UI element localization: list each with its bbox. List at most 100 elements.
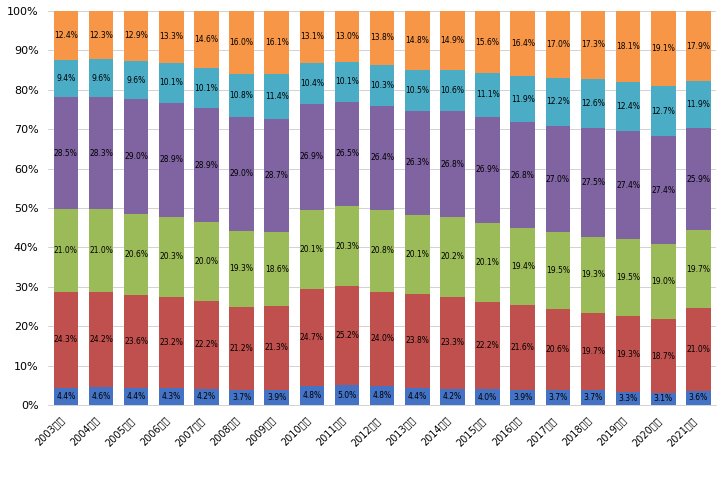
Text: 10.5%: 10.5% — [406, 86, 429, 95]
Bar — [124, 10, 148, 61]
Text: 13.0%: 13.0% — [335, 32, 359, 41]
Bar — [194, 108, 219, 222]
Text: 19.3%: 19.3% — [230, 264, 254, 273]
Text: 4.4%: 4.4% — [127, 392, 146, 401]
Text: 4.3%: 4.3% — [162, 392, 181, 401]
Text: 3.7%: 3.7% — [583, 393, 603, 402]
Bar — [54, 209, 78, 292]
Bar — [265, 306, 289, 390]
Text: 23.8%: 23.8% — [406, 336, 429, 345]
Bar — [194, 388, 219, 405]
Text: 10.1%: 10.1% — [194, 84, 218, 93]
Text: 11.4%: 11.4% — [265, 92, 288, 101]
Text: 19.7%: 19.7% — [686, 265, 711, 274]
Text: 20.8%: 20.8% — [370, 246, 394, 255]
Text: 4.4%: 4.4% — [56, 392, 75, 401]
Text: 10.8%: 10.8% — [230, 91, 254, 100]
Text: 23.2%: 23.2% — [159, 338, 183, 347]
Bar — [229, 74, 254, 117]
Text: 18.7%: 18.7% — [651, 352, 675, 361]
Text: 18.6%: 18.6% — [265, 265, 288, 274]
Bar — [546, 233, 570, 309]
Bar — [124, 295, 148, 388]
Text: 5.0%: 5.0% — [338, 391, 356, 400]
Text: 13.1%: 13.1% — [300, 32, 324, 41]
Bar — [405, 215, 429, 294]
Text: 19.3%: 19.3% — [616, 350, 640, 359]
Bar — [194, 301, 219, 388]
Bar — [335, 385, 359, 405]
Text: 28.3%: 28.3% — [89, 149, 113, 158]
Bar — [124, 388, 148, 405]
Text: 20.1%: 20.1% — [406, 250, 429, 259]
Text: 16.0%: 16.0% — [230, 38, 254, 47]
Bar — [229, 231, 254, 307]
Bar — [686, 231, 711, 308]
Text: 20.2%: 20.2% — [440, 252, 464, 261]
Text: 9.4%: 9.4% — [56, 74, 75, 83]
Bar — [405, 70, 429, 111]
Text: 15.6%: 15.6% — [476, 38, 500, 46]
Bar — [265, 233, 289, 306]
Text: 20.0%: 20.0% — [194, 257, 218, 266]
Bar — [194, 69, 219, 108]
Bar — [89, 387, 114, 405]
Bar — [54, 97, 78, 209]
Text: 19.0%: 19.0% — [651, 277, 675, 286]
Bar — [475, 302, 500, 389]
Text: 29.0%: 29.0% — [230, 169, 254, 178]
Bar — [686, 308, 711, 391]
Bar — [335, 62, 359, 102]
Bar — [299, 11, 324, 63]
Text: 23.6%: 23.6% — [124, 337, 148, 346]
Text: 20.6%: 20.6% — [124, 249, 148, 259]
Bar — [651, 244, 675, 319]
Bar — [194, 11, 219, 69]
Bar — [370, 386, 395, 405]
Bar — [229, 117, 254, 231]
Text: 4.8%: 4.8% — [302, 391, 322, 400]
Text: 21.0%: 21.0% — [89, 246, 113, 255]
Text: 21.6%: 21.6% — [511, 343, 535, 352]
Text: 9.6%: 9.6% — [91, 74, 111, 83]
Text: 12.7%: 12.7% — [651, 107, 675, 116]
Text: 4.6%: 4.6% — [91, 392, 111, 401]
Bar — [440, 11, 465, 70]
Text: 19.7%: 19.7% — [581, 347, 605, 356]
Text: 22.2%: 22.2% — [194, 340, 218, 349]
Bar — [265, 390, 289, 405]
Text: 3.9%: 3.9% — [513, 393, 532, 402]
Bar — [581, 237, 605, 313]
Bar — [299, 63, 324, 104]
Text: 27.4%: 27.4% — [616, 181, 640, 190]
Bar — [510, 76, 535, 123]
Bar — [581, 79, 605, 128]
Text: 16.4%: 16.4% — [510, 39, 535, 48]
Bar — [616, 392, 641, 405]
Bar — [651, 319, 675, 393]
Bar — [475, 117, 500, 223]
Text: 28.9%: 28.9% — [194, 161, 218, 170]
Bar — [616, 316, 641, 392]
Bar — [89, 97, 114, 209]
Bar — [370, 291, 395, 386]
Text: 20.1%: 20.1% — [476, 258, 500, 267]
Bar — [370, 106, 395, 209]
Text: 19.4%: 19.4% — [510, 262, 535, 271]
Bar — [510, 305, 535, 390]
Bar — [546, 309, 570, 390]
Text: 24.7%: 24.7% — [300, 333, 324, 342]
Text: 24.0%: 24.0% — [370, 334, 394, 343]
Text: 11.9%: 11.9% — [511, 94, 535, 104]
Text: 22.2%: 22.2% — [476, 341, 500, 350]
Bar — [124, 213, 148, 295]
Text: 17.9%: 17.9% — [686, 41, 711, 51]
Text: 12.6%: 12.6% — [581, 99, 605, 108]
Text: 3.1%: 3.1% — [654, 395, 673, 404]
Bar — [124, 99, 148, 213]
Text: 12.2%: 12.2% — [546, 97, 570, 107]
Text: 26.8%: 26.8% — [511, 171, 535, 180]
Bar — [510, 11, 535, 76]
Bar — [651, 393, 675, 405]
Bar — [405, 11, 429, 70]
